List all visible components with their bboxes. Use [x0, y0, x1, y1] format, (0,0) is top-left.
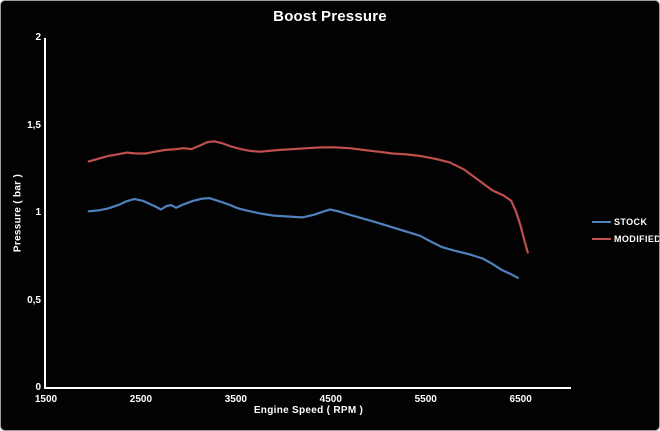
legend-item-modified: MODIFIED [592, 230, 660, 247]
x-tick-label: 4500 [319, 394, 342, 405]
x-axis-title: Engine Speed ( RPM ) [253, 405, 364, 416]
legend-item-stock: STOCK [592, 213, 659, 230]
y-tick-label: 0 [35, 382, 41, 393]
y-tick-label: 1,5 [27, 119, 41, 131]
legend-swatch-icon [592, 220, 611, 223]
legend-label: STOCK [614, 216, 648, 227]
x-tick-label: 5500 [414, 394, 437, 405]
x-tick-label: 6500 [509, 394, 532, 405]
legend: STOCK MODIFIED [592, 213, 660, 247]
series-line-modified [87, 140, 529, 254]
y-tick-label: 0,5 [27, 294, 41, 306]
x-tick-label: 1500 [34, 394, 58, 405]
series-line-stock [87, 197, 519, 279]
x-tick-label: 2500 [129, 394, 153, 405]
x-tick-label: 3500 [224, 394, 247, 405]
y-tick-label: 1 [35, 207, 41, 218]
chart-title: Boost Pressure [273, 8, 387, 25]
legend-swatch-icon [592, 237, 611, 240]
legend-label: MODIFIED [614, 233, 660, 244]
y-tick-label: 2 [35, 32, 41, 43]
